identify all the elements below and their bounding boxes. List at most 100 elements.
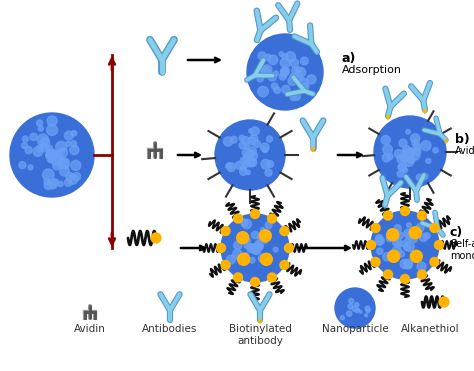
Circle shape [290,59,299,67]
Circle shape [59,159,68,168]
Circle shape [388,250,400,262]
Circle shape [226,163,232,169]
Circle shape [267,214,276,223]
Circle shape [397,154,407,164]
Circle shape [71,160,81,171]
Circle shape [302,86,307,91]
Circle shape [418,211,427,220]
Circle shape [290,94,297,101]
Circle shape [43,169,54,181]
Circle shape [396,232,400,236]
Circle shape [381,135,390,145]
Circle shape [254,140,261,147]
Circle shape [245,144,250,150]
Circle shape [401,275,410,283]
Circle shape [246,150,255,158]
Circle shape [407,232,415,240]
Circle shape [237,253,250,265]
Circle shape [251,243,258,251]
Circle shape [59,166,69,176]
Circle shape [240,168,247,175]
Circle shape [227,255,236,264]
Text: Avidin: Avidin [74,324,106,334]
Circle shape [261,68,267,73]
Circle shape [349,298,354,303]
Circle shape [258,254,267,262]
Circle shape [292,73,298,78]
Circle shape [376,237,383,245]
Circle shape [251,246,256,251]
Circle shape [221,227,230,236]
Circle shape [46,125,58,135]
Circle shape [426,158,431,163]
Circle shape [257,76,263,82]
Circle shape [248,147,256,155]
Circle shape [244,253,249,258]
Circle shape [51,155,62,165]
Circle shape [392,233,398,239]
Circle shape [371,223,380,233]
Circle shape [64,179,72,186]
Circle shape [259,230,271,242]
Circle shape [266,136,273,142]
Circle shape [405,242,414,251]
Text: Nanoparticle: Nanoparticle [322,324,388,334]
Circle shape [430,223,439,233]
Circle shape [290,73,297,80]
Circle shape [355,303,359,307]
Circle shape [251,127,259,135]
Circle shape [411,237,417,242]
Circle shape [402,154,410,162]
Circle shape [71,131,77,136]
Circle shape [295,67,302,73]
Circle shape [58,148,67,158]
Circle shape [366,240,375,250]
Circle shape [279,73,286,80]
Circle shape [254,242,263,251]
Circle shape [375,236,384,245]
Circle shape [33,147,43,156]
Circle shape [48,180,57,189]
Circle shape [396,243,401,248]
Circle shape [240,165,246,171]
Circle shape [249,257,255,263]
Circle shape [357,309,360,311]
Circle shape [298,78,308,88]
Circle shape [410,150,420,160]
Circle shape [249,244,258,253]
Circle shape [359,311,362,313]
Circle shape [403,150,408,154]
Circle shape [215,120,285,190]
Circle shape [252,246,259,253]
Circle shape [38,126,44,131]
Circle shape [284,243,293,253]
Circle shape [265,222,272,229]
Circle shape [281,68,287,75]
Polygon shape [423,110,427,114]
Circle shape [250,134,258,142]
Circle shape [386,236,392,242]
Circle shape [44,179,50,184]
Circle shape [281,71,287,78]
Circle shape [22,136,28,142]
Circle shape [258,86,268,97]
Circle shape [70,145,79,155]
Polygon shape [445,140,447,143]
Circle shape [406,148,415,157]
Circle shape [421,173,428,180]
Circle shape [280,260,289,269]
Circle shape [249,152,257,160]
Circle shape [44,182,52,190]
Circle shape [405,157,414,167]
Circle shape [412,139,419,146]
Circle shape [348,304,353,309]
Circle shape [254,243,261,250]
Text: Avidin-biotin: Avidin-biotin [455,146,474,156]
Circle shape [387,229,399,241]
Circle shape [241,219,248,226]
Circle shape [346,311,352,316]
Circle shape [407,223,411,227]
Circle shape [247,243,253,250]
Circle shape [371,257,380,266]
Circle shape [263,255,269,260]
